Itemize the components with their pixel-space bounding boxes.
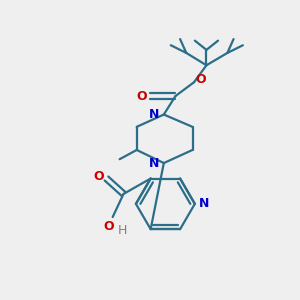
Text: O: O	[93, 170, 104, 183]
Text: N: N	[149, 157, 160, 169]
Text: N: N	[149, 108, 160, 121]
Text: O: O	[103, 220, 114, 233]
Text: H: H	[117, 224, 127, 237]
Text: O: O	[196, 74, 206, 86]
Text: O: O	[137, 90, 147, 103]
Text: N: N	[199, 197, 209, 210]
